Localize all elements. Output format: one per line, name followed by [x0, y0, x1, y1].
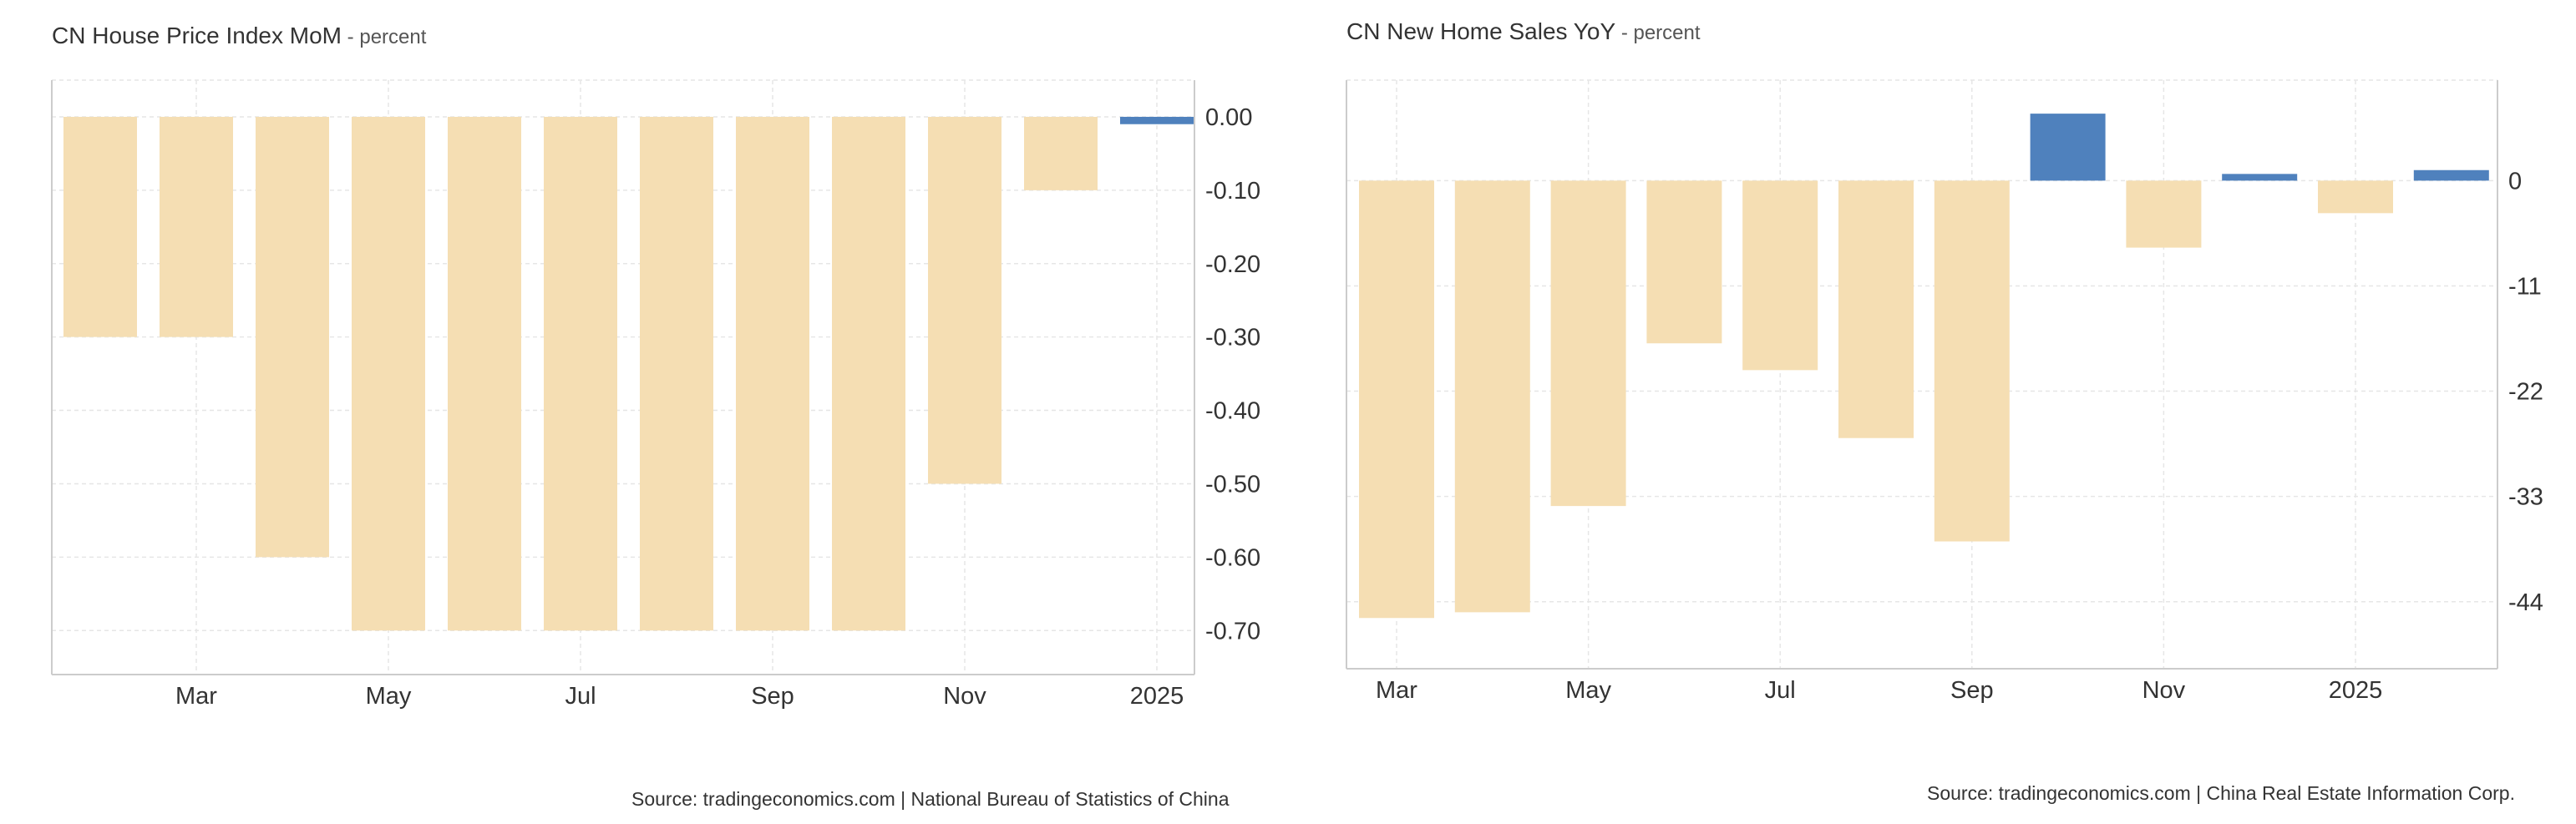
new-home-sales-title: CN New Home Sales YoY — [1346, 18, 1615, 44]
house-price-x-tick-label: Nov — [943, 683, 986, 710]
house-price-x-tick-label: Sep — [751, 683, 794, 710]
bar-apr — [1454, 180, 1530, 613]
new-home-sales-x-tick-label: Jul — [1765, 677, 1796, 704]
bar-jun — [1646, 180, 1722, 344]
house-price-source: Source: tradingeconomics.com | National … — [631, 788, 1230, 810]
bar-2025 — [1120, 116, 1194, 124]
new-home-sales-x-ticks: Mar May Jul Sep Nov 2025 — [1376, 677, 2382, 704]
new-home-sales-bars — [1359, 114, 2489, 619]
new-home-sales-y-tick-label: -33 — [2508, 484, 2543, 511]
bar-dec — [1024, 116, 1098, 190]
bar-sep — [1934, 180, 2010, 542]
bar-jul — [544, 116, 617, 631]
new-home-sales-y-tick-label: -11 — [2508, 273, 2542, 300]
bar-may — [1550, 180, 1626, 507]
new-home-sales-y-tick-label: 0 — [2508, 168, 2522, 195]
bar-dec — [2222, 174, 2298, 181]
new-home-sales-y-ticks: 0 -11 -22 -33 -44 — [2508, 168, 2543, 615]
house-price-y-tick-label: -0.40 — [1205, 398, 1260, 425]
bar-mar — [1359, 180, 1434, 619]
house-price-x-tick-label: May — [366, 683, 412, 710]
new-home-sales-x-tick-label: May — [1565, 677, 1611, 704]
bar-mar — [160, 116, 233, 337]
house-price-axes — [51, 80, 1195, 675]
house-price-x-tick-label: 2025 — [1130, 683, 1184, 710]
house-price-chart-unit-sep: - — [342, 26, 359, 48]
house-price-x-ticks: Mar May Jul Sep Nov 2025 — [175, 683, 1184, 710]
new-home-sales-x-tick-label: Mar — [1376, 677, 1417, 704]
house-price-y-ticks: 0.00 -0.10 -0.20 -0.30 -0.40 -0.50 -0.60 -0.70 — [1205, 104, 1260, 645]
house-price-chart: CN House Price Index MoM - percent 0.00 -… — [51, 23, 1260, 810]
new-home-sales-axes — [1346, 80, 2498, 670]
house-price-y-tick-label: -0.30 — [1205, 325, 1260, 351]
bar-nov — [928, 116, 1001, 484]
new-home-sales-title-line: CN New Home Sales YoY - percent — [1346, 18, 1701, 44]
bar-oct — [832, 116, 905, 631]
house-price-y-tick-label: -0.70 — [1205, 618, 1260, 645]
new-home-sales-x-tick-label: Nov — [2142, 677, 2186, 704]
new-home-sales-x-tick-label: 2025 — [2329, 677, 2383, 704]
bar-feb — [63, 116, 137, 337]
bar-jun — [448, 116, 521, 631]
bar-aug — [1838, 180, 1914, 438]
house-price-y-tick-label: -0.60 — [1205, 544, 1260, 571]
new-home-sales-unit: percent — [1633, 22, 1700, 44]
house-price-bars — [63, 116, 1194, 631]
new-home-sales-y-tick-label: -22 — [2508, 379, 2543, 406]
house-price-gridlines — [52, 79, 1194, 675]
new-home-sales-y-tick-label: -44 — [2508, 589, 2543, 616]
bar-feb — [2413, 169, 2489, 181]
bar-2025 — [2318, 180, 2393, 214]
new-home-sales-unit-sep: - — [1615, 22, 1633, 44]
house-price-chart-title-line: CN House Price Index MoM - percent — [52, 23, 427, 48]
house-price-x-tick-label: Mar — [175, 683, 217, 710]
house-price-y-tick-label: 0.00 — [1205, 104, 1252, 131]
house-price-chart-unit: percent — [359, 26, 426, 48]
bar-aug — [640, 116, 713, 631]
bar-oct — [2030, 114, 2106, 181]
new-home-sales-x-tick-label: Sep — [1950, 677, 1994, 704]
bar-jul — [1742, 180, 1818, 371]
house-price-chart-title: CN House Price Index MoM — [52, 23, 342, 48]
bar-sep — [736, 116, 809, 631]
bar-nov — [2126, 180, 2202, 248]
house-price-y-tick-label: -0.10 — [1205, 178, 1260, 205]
house-price-y-tick-label: -0.50 — [1205, 471, 1260, 498]
new-home-sales-source: Source: tradingeconomics.com | China Rea… — [1927, 782, 2515, 804]
bar-may — [352, 116, 425, 631]
new-home-sales-chart: CN New Home Sales YoY - percent 0 -11 -22 -… — [1346, 18, 2543, 804]
house-price-x-tick-label: Jul — [565, 683, 596, 710]
house-price-y-tick-label: -0.20 — [1205, 251, 1260, 278]
bar-apr — [256, 116, 329, 558]
